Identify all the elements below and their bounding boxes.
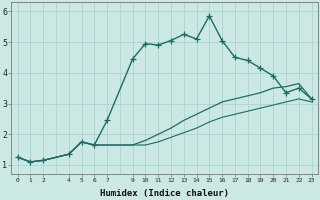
X-axis label: Humidex (Indice chaleur): Humidex (Indice chaleur) (100, 189, 229, 198)
